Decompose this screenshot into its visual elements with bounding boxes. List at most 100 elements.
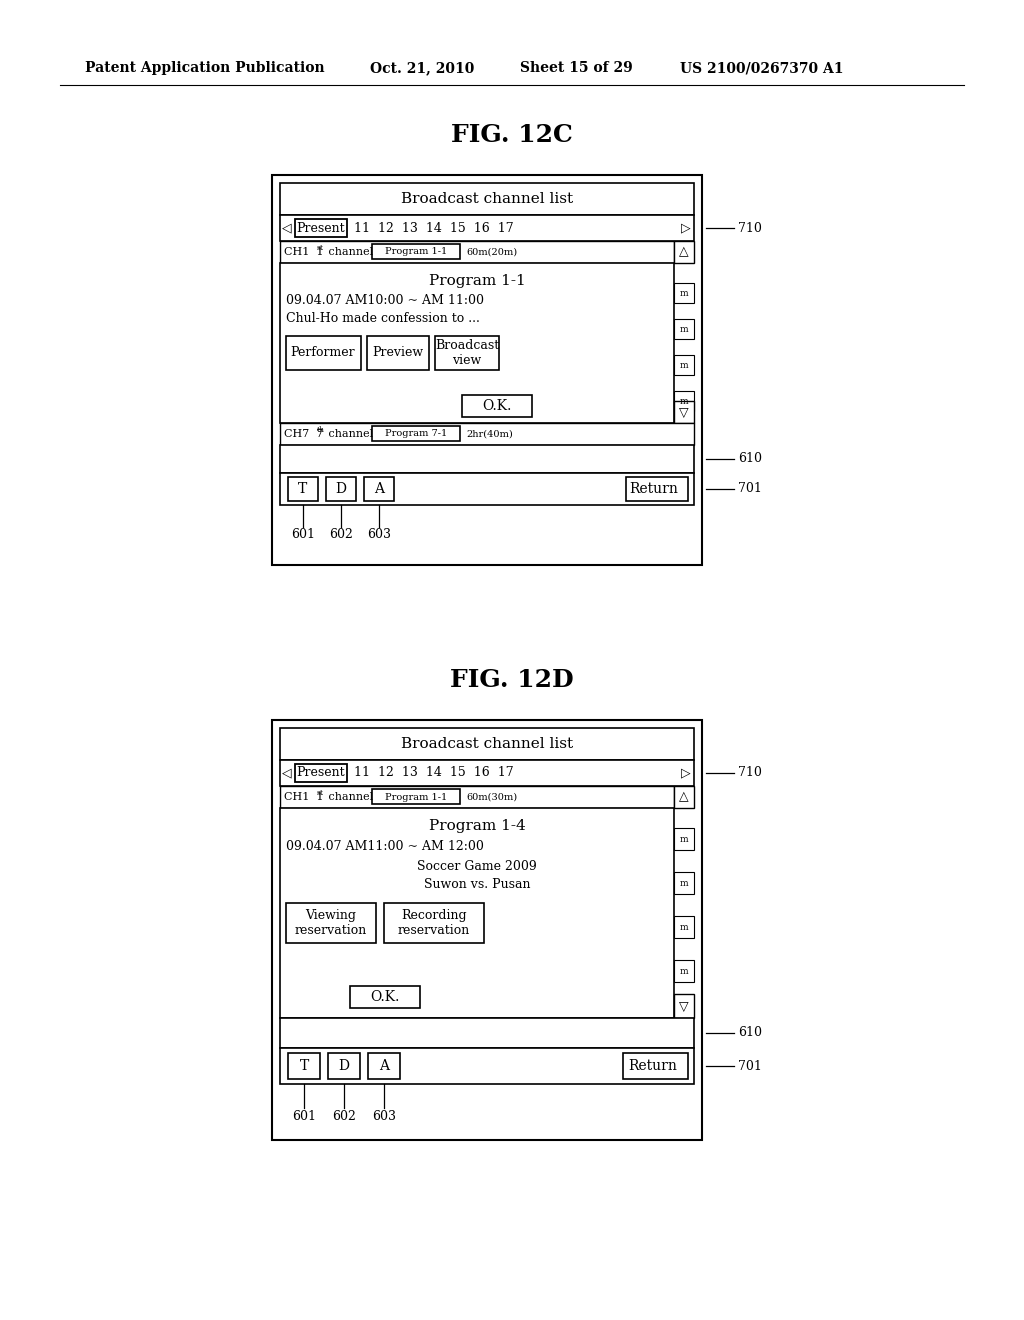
Text: 701: 701 bbox=[738, 1060, 762, 1072]
Bar bbox=[280, 1048, 694, 1084]
Text: m: m bbox=[680, 396, 688, 405]
Text: O.K.: O.K. bbox=[371, 990, 399, 1005]
Text: △: △ bbox=[679, 791, 689, 804]
Bar bbox=[280, 445, 694, 473]
Bar bbox=[674, 785, 694, 808]
Bar bbox=[674, 401, 694, 422]
Text: st: st bbox=[317, 789, 324, 797]
Bar bbox=[280, 808, 674, 1018]
Bar bbox=[295, 764, 347, 781]
Text: Program 1-1: Program 1-1 bbox=[385, 792, 447, 801]
Bar bbox=[435, 337, 499, 370]
Bar bbox=[674, 355, 694, 375]
Bar bbox=[372, 789, 460, 804]
Text: Patent Application Publication: Patent Application Publication bbox=[85, 61, 325, 75]
Bar bbox=[288, 1053, 319, 1078]
Bar bbox=[272, 719, 702, 1140]
Text: US 2100/0267370 A1: US 2100/0267370 A1 bbox=[680, 61, 844, 75]
Text: CH1  1: CH1 1 bbox=[284, 247, 324, 257]
Bar bbox=[280, 183, 694, 215]
Text: 2hr(40m): 2hr(40m) bbox=[466, 429, 513, 438]
Bar bbox=[280, 242, 674, 263]
Text: CH7  7: CH7 7 bbox=[284, 429, 324, 440]
Bar bbox=[674, 828, 694, 850]
Bar bbox=[280, 760, 694, 785]
Text: th: th bbox=[317, 426, 325, 434]
Bar bbox=[372, 426, 460, 441]
Text: m: m bbox=[680, 325, 688, 334]
Text: 603: 603 bbox=[367, 528, 391, 541]
Bar bbox=[280, 215, 694, 242]
Bar bbox=[674, 873, 694, 894]
Bar bbox=[462, 395, 532, 417]
Bar bbox=[623, 1053, 688, 1078]
Text: ▽: ▽ bbox=[679, 405, 689, 418]
Bar bbox=[674, 319, 694, 339]
Text: 602: 602 bbox=[329, 528, 353, 541]
Text: 60m(30m): 60m(30m) bbox=[466, 792, 517, 801]
Bar bbox=[350, 986, 420, 1008]
Text: Oct. 21, 2010: Oct. 21, 2010 bbox=[370, 61, 474, 75]
Bar bbox=[372, 244, 460, 259]
Text: 60m(20m): 60m(20m) bbox=[466, 248, 517, 256]
Text: 11  12  13  14  15  16  17: 11 12 13 14 15 16 17 bbox=[354, 222, 514, 235]
Bar bbox=[674, 916, 694, 939]
Text: Return: Return bbox=[630, 482, 679, 496]
Bar bbox=[286, 337, 361, 370]
Text: m: m bbox=[680, 834, 688, 843]
Bar bbox=[368, 1053, 400, 1078]
Text: 09.04.07 AM10:00 ~ AM 11:00: 09.04.07 AM10:00 ~ AM 11:00 bbox=[286, 294, 484, 308]
Text: Program 7-1: Program 7-1 bbox=[385, 429, 447, 438]
Text: 601: 601 bbox=[291, 528, 315, 541]
Text: Broadcast
view: Broadcast view bbox=[435, 339, 499, 367]
Text: 610: 610 bbox=[738, 453, 762, 466]
Text: ◁: ◁ bbox=[283, 222, 292, 235]
Text: ◁: ◁ bbox=[283, 767, 292, 780]
Text: Present: Present bbox=[297, 222, 345, 235]
Text: channel: channel bbox=[325, 247, 373, 257]
Bar bbox=[328, 1053, 360, 1078]
Text: Chul-Ho made confession to ...: Chul-Ho made confession to ... bbox=[286, 313, 480, 326]
Text: 601: 601 bbox=[292, 1110, 316, 1122]
Text: 09.04.07 AM11:00 ~ AM 12:00: 09.04.07 AM11:00 ~ AM 12:00 bbox=[286, 840, 484, 853]
Bar bbox=[280, 473, 694, 506]
Text: 710: 710 bbox=[738, 222, 762, 235]
Text: FIG. 12D: FIG. 12D bbox=[451, 668, 573, 692]
Text: channel: channel bbox=[325, 429, 373, 440]
Text: FIG. 12C: FIG. 12C bbox=[451, 123, 573, 147]
Text: Recording
reservation: Recording reservation bbox=[398, 909, 470, 937]
Text: st: st bbox=[317, 244, 324, 252]
Text: △: △ bbox=[679, 246, 689, 259]
Text: Return: Return bbox=[628, 1059, 677, 1073]
Text: 710: 710 bbox=[738, 767, 762, 780]
Bar bbox=[280, 785, 674, 808]
Text: Program 1-1: Program 1-1 bbox=[385, 248, 447, 256]
Text: 11  12  13  14  15  16  17: 11 12 13 14 15 16 17 bbox=[354, 767, 514, 780]
Bar bbox=[384, 903, 484, 942]
Bar bbox=[674, 994, 694, 1018]
Bar bbox=[280, 263, 674, 422]
Bar bbox=[364, 477, 394, 502]
Text: A: A bbox=[374, 482, 384, 496]
Text: 602: 602 bbox=[332, 1110, 356, 1122]
Bar bbox=[272, 176, 702, 565]
Bar bbox=[295, 219, 347, 238]
Text: ▽: ▽ bbox=[679, 999, 689, 1012]
Text: Preview: Preview bbox=[373, 346, 424, 359]
Text: T: T bbox=[298, 482, 307, 496]
Bar bbox=[288, 477, 318, 502]
Bar bbox=[280, 729, 694, 760]
Bar bbox=[280, 1018, 694, 1048]
Text: m: m bbox=[680, 923, 688, 932]
Text: Present: Present bbox=[297, 767, 345, 780]
Bar bbox=[367, 337, 429, 370]
Bar bbox=[326, 477, 356, 502]
Bar bbox=[286, 903, 376, 942]
Text: Sheet 15 of 29: Sheet 15 of 29 bbox=[520, 61, 633, 75]
Text: T: T bbox=[299, 1059, 308, 1073]
Text: O.K.: O.K. bbox=[482, 399, 512, 413]
Text: D: D bbox=[336, 482, 346, 496]
Bar bbox=[674, 960, 694, 982]
Bar bbox=[674, 282, 694, 304]
Text: ▷: ▷ bbox=[681, 222, 691, 235]
